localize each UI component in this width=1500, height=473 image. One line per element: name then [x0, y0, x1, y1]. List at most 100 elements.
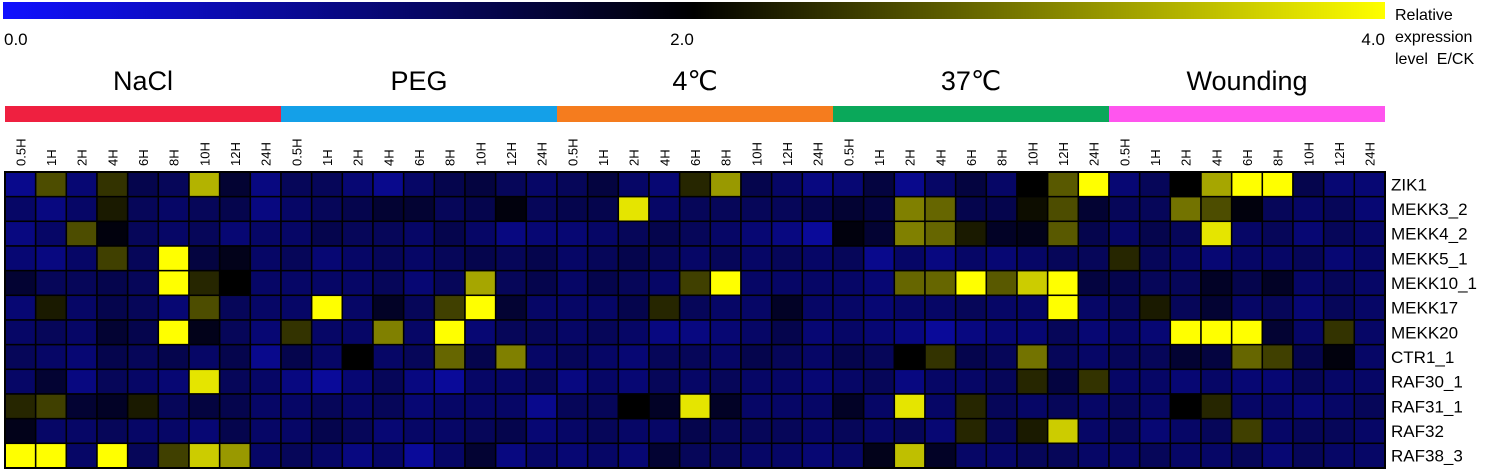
- heatmap-cell: [1230, 442, 1264, 469]
- heatmap-cell: [862, 368, 896, 395]
- heatmap-cell: [648, 245, 681, 272]
- heatmap-cell: [96, 368, 129, 395]
- heatmap-cell: [96, 269, 129, 297]
- heatmap-cell: [586, 393, 620, 420]
- heatmap-cell: [341, 417, 374, 445]
- heatmap-cell: [770, 417, 804, 445]
- heatmap-cell: [1261, 393, 1294, 420]
- heatmap-cell: [372, 417, 405, 445]
- heatmap-cell: [96, 442, 129, 469]
- time-point-label: 24H: [1087, 142, 1102, 166]
- heatmap-cell: [1200, 195, 1233, 223]
- heatmap-cell: [433, 368, 466, 395]
- heatmap-cell: [1322, 417, 1356, 445]
- heatmap-cell: [709, 269, 742, 297]
- heatmap-cell: [586, 269, 620, 297]
- heatmap-cell: [1230, 343, 1264, 371]
- heatmap-cell: [1077, 442, 1110, 469]
- heatmap-cell: [1169, 319, 1202, 346]
- heatmap-cell: [1261, 294, 1294, 321]
- heatmap-cell: [525, 343, 558, 371]
- heatmap-cell: [1322, 269, 1356, 297]
- heatmap-cell: [464, 220, 497, 247]
- heatmap-cell: [280, 171, 313, 198]
- heatmap-cell: [464, 294, 497, 321]
- heatmap-cell: [709, 393, 742, 420]
- heatmap-cell: [34, 245, 68, 272]
- heatmap-cell: [310, 442, 344, 469]
- heatmap-cell: [1169, 368, 1202, 395]
- heatmap-cell: [1108, 171, 1141, 198]
- heatmap-cell: [402, 269, 436, 297]
- heatmap-cell: [188, 319, 221, 346]
- heatmap-cell: [985, 319, 1018, 346]
- heatmap-cell: [65, 245, 98, 272]
- heatmap-cell: [617, 343, 650, 371]
- time-point-label: 12H: [780, 142, 795, 166]
- time-point-label: 0.5H: [1117, 139, 1132, 166]
- heatmap-cell: [341, 195, 374, 223]
- time-point-label: 4H: [933, 149, 948, 166]
- heatmap-cell: [372, 393, 405, 420]
- heatmap-cell: [1108, 368, 1141, 395]
- heatmap-cell: [1016, 417, 1049, 445]
- heatmap-cell: [1046, 269, 1080, 297]
- heatmap-cell: [4, 245, 37, 272]
- heatmap-cell: [157, 319, 190, 346]
- heatmap-cell: [1046, 294, 1080, 321]
- heatmap-cell: [525, 294, 558, 321]
- heatmap-cell: [648, 220, 681, 247]
- heatmap-cell: [954, 368, 988, 395]
- heatmap-cell: [556, 368, 589, 395]
- heatmap-cell: [1353, 393, 1386, 420]
- heatmap-cell: [1230, 269, 1264, 297]
- heatmap-cell: [1292, 171, 1325, 198]
- heatmap-cell: [1292, 319, 1325, 346]
- heatmap-cell: [678, 368, 712, 395]
- heatmap-cell: [126, 245, 160, 272]
- heatmap-cell: [126, 368, 160, 395]
- heatmap-cell: [218, 368, 252, 395]
- heatmap-cell: [1261, 368, 1294, 395]
- heatmap-cell: [218, 220, 252, 247]
- heatmap-cell: [1108, 294, 1141, 321]
- heatmap-cell: [740, 269, 773, 297]
- heatmap-cell: [494, 319, 528, 346]
- time-point-label: 10H: [1301, 142, 1316, 166]
- heatmap-cell: [893, 343, 926, 371]
- heatmap-cell: [801, 319, 834, 346]
- heatmap-cell: [1261, 442, 1294, 469]
- heatmap-cell: [464, 245, 497, 272]
- time-point-label: 10H: [749, 142, 764, 166]
- heatmap-cell: [954, 195, 988, 223]
- heatmap-cell: [433, 442, 466, 469]
- heatmap-cell: [402, 171, 436, 198]
- heatmap-cell: [586, 343, 620, 371]
- heatmap-cell: [648, 368, 681, 395]
- heatmap-cell: [1230, 171, 1264, 198]
- heatmap-cell: [402, 368, 436, 395]
- heatmap-cell: [525, 220, 558, 247]
- heatmap-cell: [4, 442, 37, 469]
- heatmap-cell: [648, 343, 681, 371]
- heatmap-cell: [709, 195, 742, 223]
- heatmap-cell: [862, 393, 896, 420]
- time-point-label: 4H: [1209, 149, 1224, 166]
- heatmap-cell: [280, 343, 313, 371]
- heatmap-cell: [494, 393, 528, 420]
- heatmap-cell: [556, 343, 589, 371]
- heatmap-cell: [1016, 195, 1049, 223]
- time-point-label: 1H: [1148, 149, 1163, 166]
- heatmap-cell: [924, 442, 957, 469]
- heatmap-cell: [1230, 417, 1264, 445]
- heatmap-cell: [218, 171, 252, 198]
- heatmap-cell: [433, 220, 466, 247]
- heatmap-cell: [1169, 294, 1202, 321]
- heatmap-cell: [65, 195, 98, 223]
- gene-label: ZIK1: [1391, 175, 1427, 194]
- heatmap-cell: [1077, 294, 1110, 321]
- heatmap-cell: [1322, 294, 1356, 321]
- heatmap-cell: [188, 343, 221, 371]
- heatmap-cell: [709, 417, 742, 445]
